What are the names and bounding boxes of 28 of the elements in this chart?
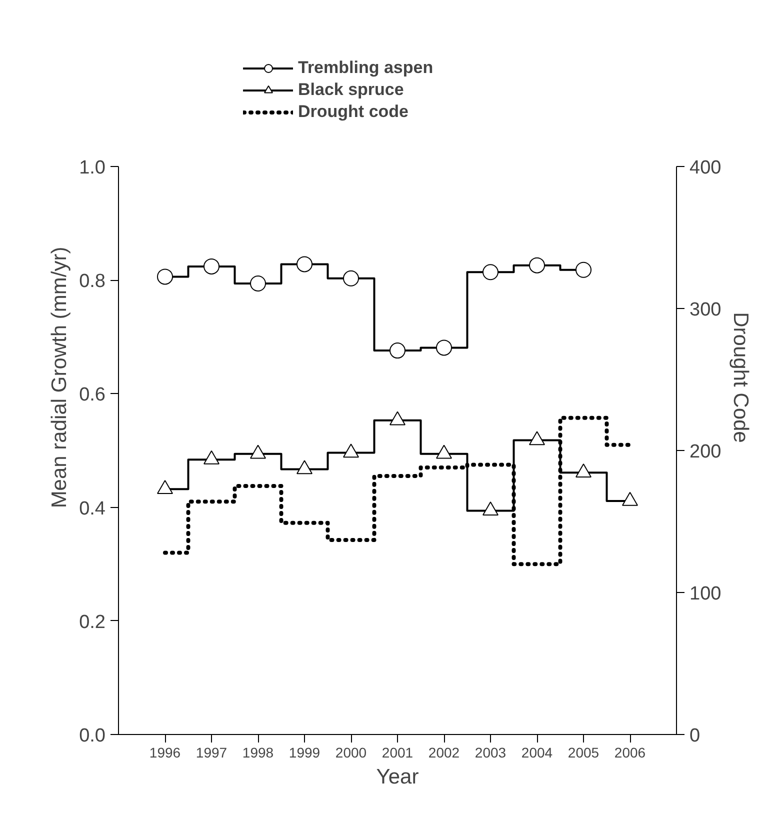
y2-axis-title: Drought Code bbox=[729, 312, 752, 443]
y2-tick-label: 200 bbox=[690, 442, 722, 462]
legend-label: Black spruce bbox=[298, 80, 404, 100]
x-tick-label: 1997 bbox=[196, 744, 228, 760]
x-tick-label: 2006 bbox=[614, 744, 646, 760]
y2-tick-label: 0 bbox=[690, 726, 700, 746]
y-tick-label: 0.4 bbox=[79, 498, 106, 520]
x-tick-label: 1999 bbox=[288, 744, 320, 760]
y2-tick-label: 300 bbox=[690, 300, 722, 320]
x-tick-label: 2002 bbox=[428, 744, 460, 760]
y-tick-label: 0.0 bbox=[79, 726, 106, 746]
x-tick-label: 1998 bbox=[242, 744, 274, 760]
x-tick-label: 2000 bbox=[335, 744, 367, 760]
y2-tick-label: 100 bbox=[690, 584, 722, 604]
x-tick-label: 2004 bbox=[521, 744, 553, 760]
x-tick-label: 2003 bbox=[474, 744, 506, 760]
y-tick-label: 0.6 bbox=[79, 384, 106, 406]
x-tick-label: 2005 bbox=[568, 744, 600, 760]
x-axis-title: Year bbox=[376, 766, 419, 788]
legend-label: Drought code bbox=[298, 102, 408, 122]
y-axis-title: Mean radial Growth (mm/yr) bbox=[48, 246, 72, 508]
x-tick-label: 2001 bbox=[382, 744, 414, 760]
y-tick-label: 0.2 bbox=[79, 612, 106, 633]
y2-tick-label: 400 bbox=[690, 158, 722, 178]
x-tick-label: 1996 bbox=[149, 744, 181, 760]
y-tick-label: 1.0 bbox=[79, 158, 106, 178]
y-tick-label: 0.8 bbox=[79, 271, 106, 292]
legend-label: Trembling aspen bbox=[298, 58, 434, 78]
